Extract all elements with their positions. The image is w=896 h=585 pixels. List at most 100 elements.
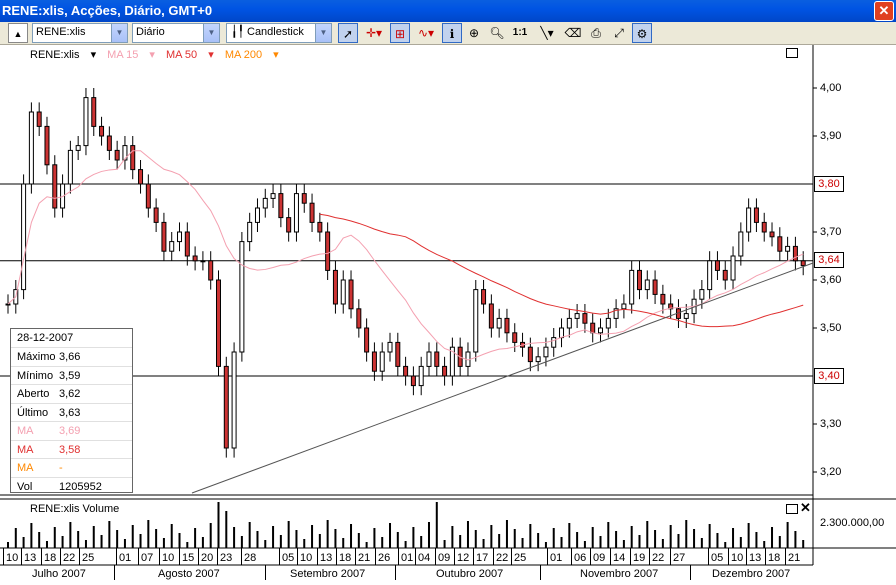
x-tick [398,548,399,565]
volume-bar [451,526,454,548]
candle-body [356,308,362,329]
candle-body [543,346,549,358]
volume-bar [794,531,797,548]
candle-body [652,279,658,295]
volume-bar [568,523,571,548]
info-row: MA 3,58 [11,439,132,458]
settings-tool-icon[interactable]: ⚙ [632,23,652,43]
volume-axis-label: 2.300.000,00 [820,517,885,529]
x-day-label: 05 [282,552,295,564]
candle-body [496,317,502,329]
legend-ma15[interactable]: MA 15 ▾ [107,49,155,61]
candle-body [177,231,183,243]
x-day-label: 06 [574,552,587,564]
symbol-select[interactable]: RENE:xlis ▼ [32,23,128,43]
volume-bar [771,527,774,548]
candle-body [418,365,424,387]
info-tool-icon[interactable]: ℹ [442,23,462,43]
chart-type-select[interactable]: Candlestick ╽╿ ▼ [226,23,332,43]
volume-bar [264,540,267,548]
price-chart[interactable] [0,45,896,585]
x-day-label: 21 [788,552,801,564]
indicator-tool-icon[interactable]: ∿▾ [417,26,435,40]
x-tick [547,548,548,565]
period-select[interactable]: Diário ▼ [132,23,220,43]
x-month-label: Dezembro 2007 [712,568,791,580]
pointer-tool-icon[interactable]: ➚ [338,23,358,43]
print-icon[interactable]: ⎙ [591,26,601,40]
candle-body [683,313,689,319]
legend-ma200[interactable]: MA 200 ▾ [224,49,279,61]
candle-body [403,365,409,377]
volume-bar [802,540,805,548]
candle-body [215,279,221,367]
x-tick [454,548,455,565]
candle-body [574,313,580,319]
crosshair-tool-icon[interactable]: ✛▾ [365,26,383,40]
volume-bar [14,528,17,548]
candle-body [60,183,66,209]
candle-body [535,356,541,363]
candle-body [239,241,245,353]
volume-bar [490,525,493,548]
candle-body [122,145,128,161]
zoom-area-icon[interactable]: ⊕ [468,26,480,40]
ma15-line [7,150,804,361]
volume-bar [217,502,220,548]
candle-body [348,279,354,310]
level-label-380: 3,80 [814,176,844,192]
chevron-down-icon: ▼ [111,24,127,42]
volume-bar [342,538,345,548]
level-label-364: 3,64 [814,252,844,268]
candle-body [325,231,331,271]
maximize-volume-pane-icon[interactable] [786,504,798,514]
x-tick [630,548,631,565]
candle-body [114,149,120,161]
x-tick [493,548,494,565]
info-row: Último 3,63 [11,402,132,421]
candle-body [364,327,370,353]
zoom-icon[interactable]: 🔍︎ [489,26,505,40]
candle-body [309,202,315,223]
info-value: 3,59 [59,369,81,382]
volume-bar [357,533,360,548]
line-tool-icon[interactable]: ╲▾ [540,26,554,40]
close-button[interactable]: ✕ [874,1,894,21]
candle-body [184,231,190,257]
x-tick [649,548,650,565]
x-day-label: 10 [6,552,19,564]
x-day-label: 22 [63,552,76,564]
volume-bar [201,537,204,548]
info-value: 3,62 [59,388,81,400]
volume-bar [615,531,618,548]
maximize-pane-icon[interactable] [786,48,798,58]
x-day-label: 05 [711,552,724,564]
candle-body [387,341,393,353]
x-tick [159,548,160,565]
volume-bar [747,523,750,548]
zoom-reset-button[interactable]: 1:1 [512,27,528,38]
volume-bar [84,540,87,548]
grid-tool-icon[interactable]: ⊞ [390,23,410,43]
x-day-label: 04 [418,552,431,564]
month-separator [265,565,266,580]
info-row: Máximo 3,66 [11,347,132,365]
legend-ma50[interactable]: MA 50 ▾ [165,49,214,61]
volume-bar [381,537,384,548]
candle-body [792,245,798,262]
month-separator [690,565,691,580]
collapse-up-icon[interactable]: ▲ [8,23,28,43]
close-pane-icon[interactable]: ✕ [800,500,811,515]
eraser-icon[interactable]: ⌫ [564,26,582,40]
x-day-label: 13 [320,552,333,564]
candle-body [286,217,292,233]
candle-body [332,269,338,305]
legend-symbol[interactable]: RENE:xlis ▾ [30,49,97,61]
info-key: MA [17,425,34,437]
x-tick [473,548,474,565]
info-key: MA [17,462,34,474]
volume-bar [303,539,306,548]
volume-bar [147,520,150,548]
volume-bar [505,520,508,548]
expand-icon[interactable]: ⤢ [614,26,624,40]
